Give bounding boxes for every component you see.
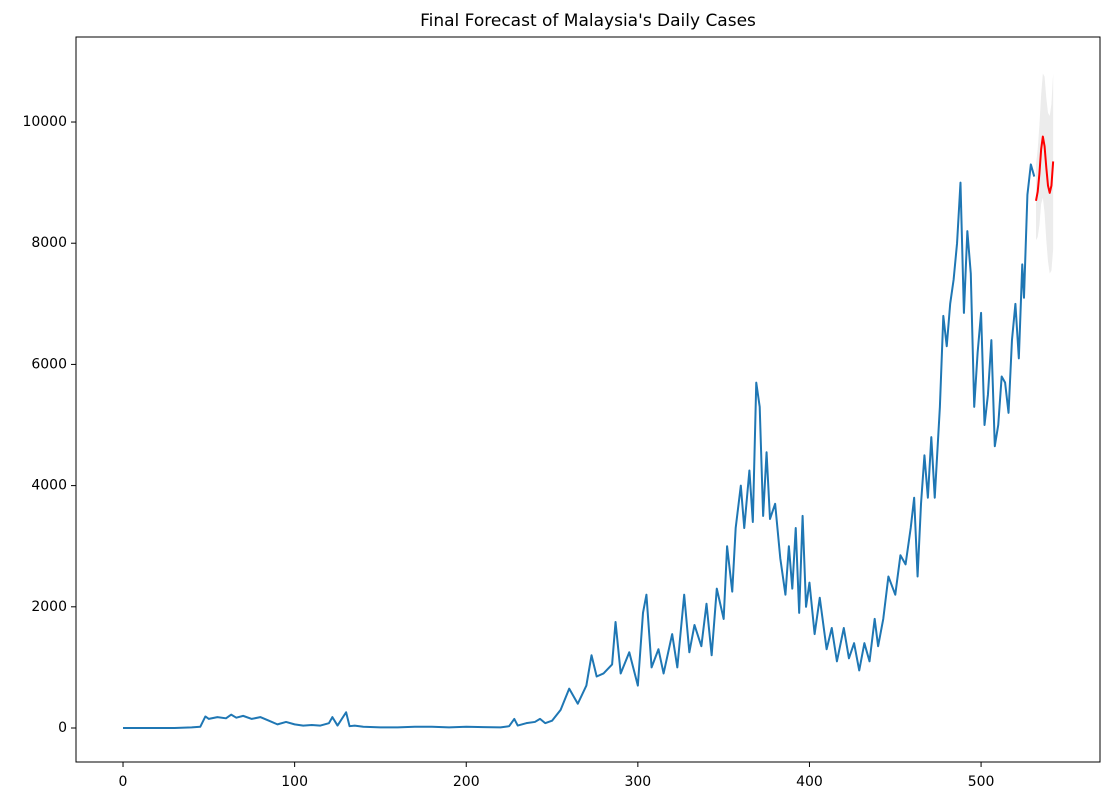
x-tick-label: 100 <box>281 774 308 790</box>
data-line <box>1035 135 1055 201</box>
confidence-band <box>1035 73 1054 274</box>
y-tick-label: 0 <box>58 720 67 736</box>
chart-title: Final Forecast of Malaysia's Daily Cases <box>420 11 756 31</box>
x-tick-label: 200 <box>453 774 480 790</box>
y-tick-label: 2000 <box>31 599 67 615</box>
x-tick-label: 0 <box>119 774 128 790</box>
plot-frame <box>75 36 1101 763</box>
x-tick-label: 500 <box>968 774 995 790</box>
y-tick-label: 4000 <box>31 478 67 494</box>
y-tick-label: 10000 <box>22 114 67 130</box>
x-tick-label: 300 <box>624 774 651 790</box>
data-line <box>123 163 1036 729</box>
y-tick-label: 6000 <box>31 356 67 372</box>
y-tick-label: 8000 <box>31 235 67 251</box>
x-tick-label: 400 <box>796 774 823 790</box>
